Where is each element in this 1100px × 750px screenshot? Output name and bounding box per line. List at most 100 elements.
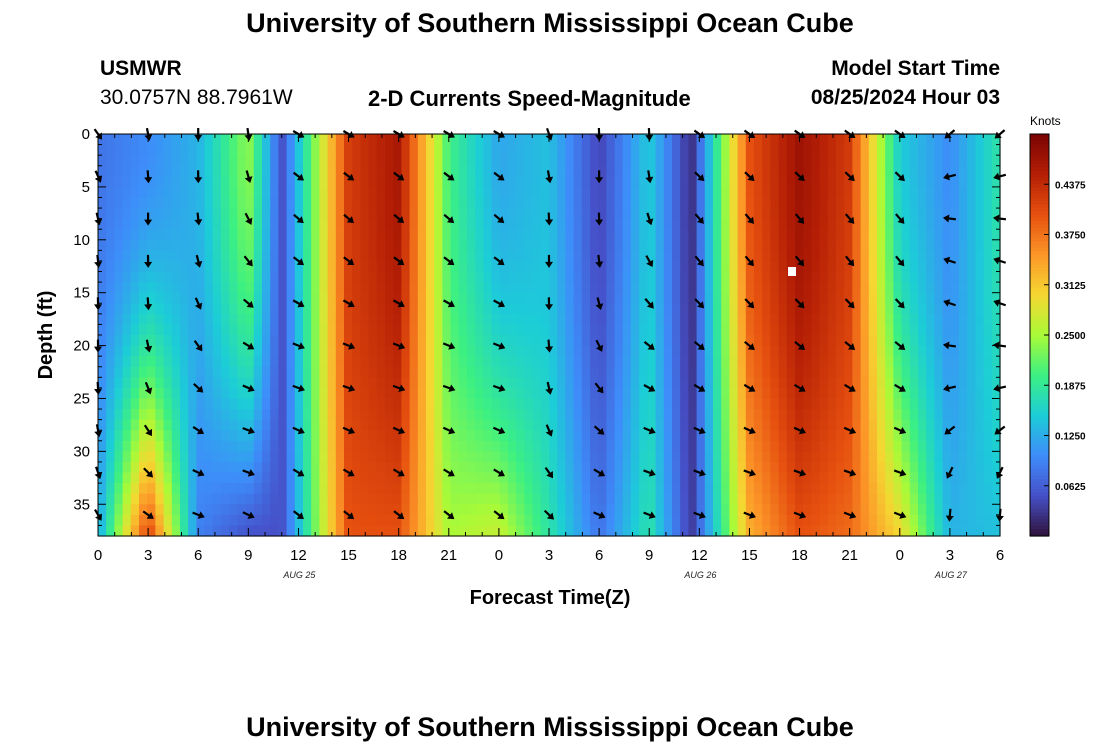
heat-cell — [532, 514, 542, 527]
heat-cell — [647, 504, 657, 516]
heat-cell — [196, 493, 206, 505]
heat-cell — [188, 197, 197, 209]
heat-cell — [319, 514, 329, 527]
heat-cell — [294, 440, 304, 452]
heat-cell — [368, 282, 378, 294]
heat-cell — [959, 324, 968, 336]
heat-cell — [221, 514, 230, 527]
heat-cell — [344, 514, 353, 527]
heat-cell — [672, 387, 681, 400]
heat-cell — [590, 461, 599, 474]
heat-cell — [385, 303, 394, 315]
heat-cell — [721, 419, 730, 431]
heat-cell — [581, 514, 591, 527]
heat-cell — [237, 303, 247, 315]
heat-cell — [294, 165, 304, 177]
heat-cell — [770, 239, 780, 251]
colorbar-segment — [1030, 187, 1049, 192]
current-vector — [493, 171, 505, 181]
heat-cell — [130, 313, 140, 326]
heat-cell — [253, 303, 263, 315]
heat-cell — [458, 387, 468, 400]
heat-cell — [188, 493, 197, 505]
heat-cell — [860, 483, 870, 495]
heat-cell — [360, 472, 370, 484]
heat-cell — [409, 398, 419, 410]
heat-cell — [212, 134, 222, 146]
heat-cell — [811, 451, 821, 463]
heat-cell — [147, 525, 156, 537]
heat-cell — [122, 186, 132, 199]
heat-cell — [434, 525, 443, 537]
heat-cell — [877, 134, 886, 146]
current-vector — [595, 212, 604, 226]
heat-cell — [827, 504, 837, 516]
heat-cell — [204, 398, 214, 410]
heat-cell — [893, 134, 903, 146]
heat-cell — [409, 430, 419, 442]
heat-cell — [475, 419, 484, 431]
heat-cell — [270, 387, 279, 400]
heat-cell — [696, 186, 706, 199]
heat-cell — [483, 440, 493, 452]
heat-cell — [442, 239, 452, 251]
current-vector — [342, 426, 355, 435]
heat-cell — [270, 292, 279, 304]
heat-cell — [508, 493, 517, 505]
heat-cell — [311, 303, 320, 315]
heat-cell — [663, 419, 673, 431]
heat-cell — [245, 461, 255, 474]
heat-cell — [975, 419, 985, 431]
heat-cell — [270, 409, 279, 421]
heat-cell — [262, 186, 271, 199]
heat-cell — [893, 144, 903, 156]
heat-cell — [532, 218, 542, 230]
heat-cell — [639, 186, 648, 199]
heat-cell — [803, 229, 812, 241]
heat-cell — [704, 514, 714, 527]
heat-cell — [458, 483, 468, 495]
heat-cell — [417, 176, 427, 188]
heat-cell — [508, 377, 517, 389]
heat-cell — [860, 356, 870, 368]
heat-cell — [975, 525, 985, 537]
heat-cell — [754, 218, 763, 230]
heat-cell — [204, 155, 214, 167]
heat-cell — [647, 165, 657, 177]
heat-cell — [163, 398, 173, 410]
current-vector — [292, 256, 304, 266]
heat-cell — [532, 398, 542, 410]
heat-cell — [565, 356, 575, 368]
colorbar-segment — [1030, 301, 1049, 306]
heat-cell — [286, 377, 296, 389]
heat-cell — [171, 430, 181, 442]
heat-cell — [171, 282, 181, 294]
y-axis-label: Depth (ft) — [35, 291, 57, 380]
heat-cell — [647, 483, 657, 495]
heat-cell — [975, 313, 985, 326]
heat-cell — [606, 345, 616, 357]
heat-cell — [713, 514, 722, 527]
heat-cell — [139, 303, 148, 315]
heat-cell — [598, 461, 607, 474]
heat-cell — [934, 271, 944, 283]
heat-cell — [344, 239, 353, 251]
heat-cell — [885, 144, 894, 156]
heat-cell — [540, 356, 550, 368]
heat-cell — [401, 313, 411, 326]
heat-cell — [270, 493, 279, 505]
heat-cell — [557, 419, 566, 431]
heat-cell — [631, 250, 640, 262]
heat-cell — [426, 229, 435, 241]
heat-cell — [180, 451, 189, 463]
heat-cell — [770, 451, 780, 463]
heat-cell — [491, 525, 501, 537]
heat-cell — [893, 324, 903, 336]
heat-cell — [991, 461, 1001, 474]
heat-cell — [934, 144, 944, 156]
heat-cell — [270, 398, 279, 410]
heat-cell — [631, 335, 640, 347]
heat-cell — [409, 165, 419, 177]
heat-cell — [98, 398, 107, 410]
heat-cell — [581, 208, 591, 220]
